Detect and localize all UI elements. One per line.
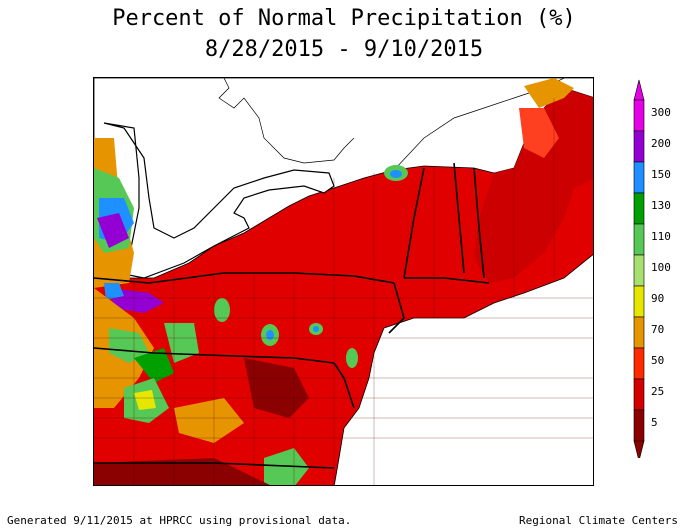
legend-label-200: 200	[651, 137, 671, 150]
legend-swatch-100	[633, 254, 645, 287]
source-credit: Regional Climate Centers	[519, 514, 678, 527]
va-dark	[244, 358, 309, 418]
pa-blue-spot-3	[313, 326, 319, 332]
legend-label-90: 90	[651, 292, 665, 305]
legend-label-100: 100	[651, 261, 671, 274]
maine-light	[519, 108, 559, 158]
ohio-blue	[104, 283, 124, 300]
legend-swatch-150	[633, 161, 645, 194]
nc-dark	[94, 458, 270, 485]
legend-swatch-200	[633, 130, 645, 163]
legend-swatch-300	[633, 99, 645, 132]
map-title: Percent of Normal Precipitation (%)	[112, 6, 576, 31]
legend-swatch-90	[633, 285, 645, 318]
legend-label-70: 70	[651, 323, 665, 336]
legend-swatch-130	[633, 192, 645, 225]
legend-swatch-110	[633, 223, 645, 256]
legend-label-150: 150	[651, 168, 671, 181]
legend-top-arrow	[633, 79, 645, 101]
color-legend	[633, 79, 645, 458]
maine-orange	[524, 78, 574, 108]
west-purple	[97, 213, 129, 248]
province-border	[218, 78, 355, 164]
ohio-green-2	[134, 348, 174, 383]
pa-green-spot-1	[214, 298, 230, 322]
legend-label-110: 110	[651, 230, 671, 243]
legend-label-130: 130	[651, 199, 671, 212]
legend-label-300: 300	[651, 106, 671, 119]
date-range: 8/28/2015 - 9/10/2015	[204, 37, 484, 62]
generated-note: Generated 9/11/2015 at HPRCC using provi…	[7, 514, 352, 527]
legend-label-5: 5	[651, 416, 658, 429]
ny-blue-spot-inner	[390, 170, 402, 178]
legend-bottom-arrow	[633, 440, 645, 458]
legend-swatch-50	[633, 347, 645, 380]
new-england-field	[474, 88, 593, 283]
legend-label-50: 50	[651, 354, 665, 367]
legend-swatch-25	[633, 378, 645, 411]
legend-swatch-5	[633, 409, 645, 442]
ohio-green-1	[109, 328, 149, 363]
kentucky-yellow	[134, 390, 156, 410]
legend-swatch-70	[633, 316, 645, 349]
precipitation-map	[93, 77, 594, 486]
va-orange	[174, 398, 244, 443]
legend-label-25: 25	[651, 385, 665, 398]
county-lines	[94, 98, 593, 485]
nj-green-spot	[346, 348, 358, 368]
pa-blue-spot-2	[266, 330, 274, 340]
